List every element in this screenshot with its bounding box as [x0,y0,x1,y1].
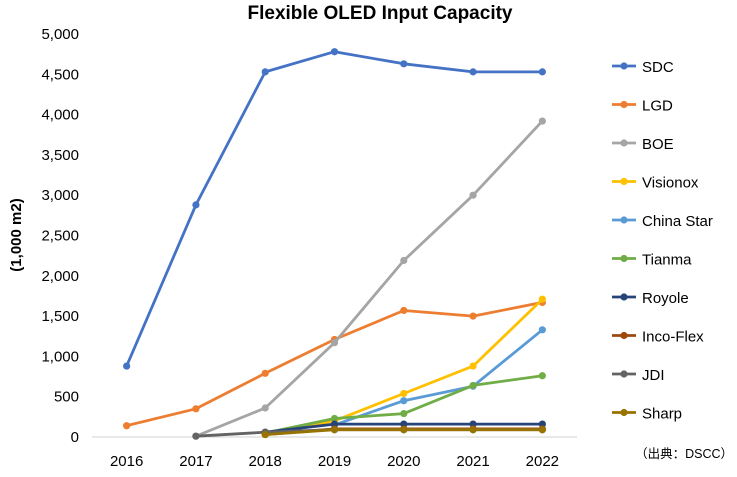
legend-marker-boe [620,139,628,147]
legend-label-lgd: LGD [642,98,673,115]
data-point-tianma [538,372,546,380]
series-sdc [123,48,546,370]
data-point-lgd [192,405,200,413]
y-tick-label: 1,500 [41,308,79,325]
legend-item-sharp: Sharp [612,406,682,423]
data-point-visionox [538,295,546,303]
data-point-sdc [192,201,200,209]
series-line-lgd [125,300,544,428]
data-point-lgd [261,369,269,377]
data-point-boe [538,117,546,125]
legend-item-boe: BOE [612,136,674,153]
data-point-sdc [261,68,269,76]
data-point-tianma [400,410,408,418]
series-boe [192,117,546,440]
data-point-boe [400,256,408,265]
data-point-sharp [330,426,339,434]
legend-item-china-star: China Star [612,213,713,230]
legend-label-tianma: Tianma [642,252,692,269]
legend-marker-visionox [620,177,628,186]
data-point-boe [261,404,269,412]
data-point-china-star [400,397,408,405]
legend-item-inco-flex: Inco-Flex [612,329,704,346]
data-point-sdc [469,68,477,76]
legend-label-sharp: Sharp [642,406,682,423]
series-line-china-star [333,328,544,427]
source-note: （出典：DSCC） [635,447,733,461]
y-tick-label: 3,500 [41,147,79,164]
x-tick-label: 2022 [526,453,559,470]
legend-marker-china-star [620,216,628,224]
y-tick-label: 0 [71,429,79,446]
chart-title: Flexible OLED Input Capacity [248,3,513,24]
y-tick-label: 4,500 [41,66,79,83]
data-point-sdc [400,60,408,68]
data-point-sdc [330,48,339,56]
data-point-lgd [123,422,131,430]
legend-label-jdi: JDI [642,367,665,384]
series-lines [123,48,546,440]
y-tick-label: 2,000 [41,268,79,285]
legend-label-visionox: Visionox [642,175,699,192]
legend-marker-jdi [620,370,628,378]
data-point-visionox [469,362,477,370]
series-china-star [330,326,546,429]
data-point-sdc [538,68,546,76]
legend-marker-lgd [620,100,628,109]
legend-item-jdi: JDI [612,367,665,384]
legend-marker-sharp [620,408,628,417]
legend-label-inco-flex: Inco-Flex [642,329,704,346]
x-tick-label: 2020 [387,453,420,470]
legend-marker-tianma [620,254,628,263]
data-point-visionox [400,389,408,398]
y-axis-title: (1,000 m2) [8,198,25,271]
data-point-sdc [123,362,131,370]
data-point-tianma [330,414,339,423]
x-tick-label: 2016 [110,453,143,470]
data-point-lgd [469,312,477,320]
x-tick-label: 2017 [179,453,212,470]
y-tick-label: 5,000 [41,26,79,43]
y-tick-label: 3,000 [41,187,79,204]
x-tick-label: 2018 [249,453,282,470]
legend-marker-royole [620,293,628,301]
legend-label-royole: Royole [642,290,689,307]
legend-marker-sdc [620,62,628,70]
x-tick-label: 2021 [456,453,489,470]
legend-label-sdc: SDC [642,59,674,76]
legend-item-sdc: SDC [612,59,674,76]
y-tick-label: 500 [54,389,79,406]
data-point-china-star [538,326,546,334]
legend-item-tianma: Tianma [612,252,692,269]
series-sharp [261,426,546,439]
data-point-tianma [469,381,477,390]
series-line-boe [194,119,544,438]
data-point-boe [330,339,339,347]
legend-item-lgd: LGD [612,98,673,115]
legend-item-visionox: Visionox [612,175,699,192]
series-line-sdc [125,50,544,368]
data-point-lgd [400,306,408,315]
legend-item-royole: Royole [612,290,689,307]
legend: SDC LGD BOE Visionox China Star Tianma Royole I… [612,59,713,423]
legend-label-boe: BOE [642,136,674,153]
data-point-boe [469,191,477,199]
data-point-sharp [261,430,269,439]
x-tick-label: 2019 [318,453,351,470]
data-point-sharp [538,426,546,434]
axes: 0 500 1,000 1,500 2,000 2,500 3,000 3,500 4,000 4… [41,26,577,470]
y-tick-label: 4,000 [41,107,79,124]
y-tick-label: 2,500 [41,228,79,245]
data-point-sharp [400,426,408,434]
data-point-sharp [469,426,477,434]
data-point-jdi [192,432,200,440]
y-tick-label: 1,000 [41,348,79,365]
legend-label-china-star: China Star [642,213,713,230]
legend-marker-inco-flex [620,331,628,340]
series-lgd [123,298,546,430]
